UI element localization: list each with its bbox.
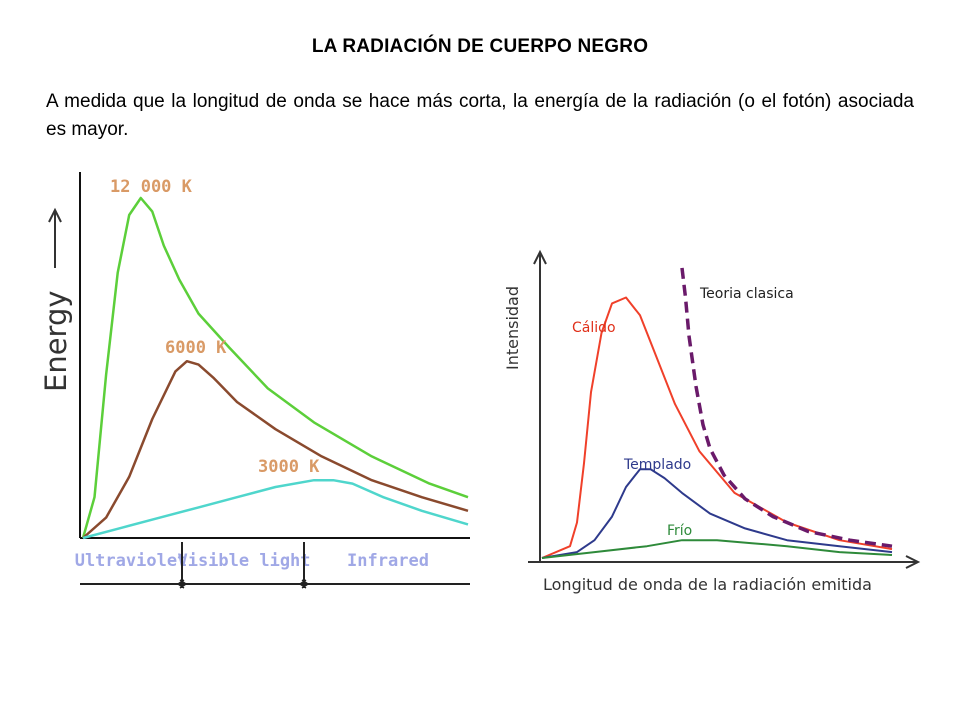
y-axis-arrow bbox=[48, 207, 62, 268]
band-label-0: Ultraviolet bbox=[75, 551, 188, 571]
band-arrowhead-3 bbox=[301, 579, 310, 589]
x-axis-label: Longitud de onda de la radiación emitida bbox=[543, 575, 872, 594]
series-label-1: Templado bbox=[623, 457, 691, 473]
series-line-1 bbox=[541, 468, 893, 559]
series-line-3 bbox=[680, 267, 893, 548]
y-axis-label: Intensidad bbox=[503, 286, 522, 370]
axes bbox=[528, 249, 921, 569]
series-line-1 bbox=[82, 359, 469, 539]
intensity-chart: Intensidad Longitud de onda de la radiac… bbox=[503, 249, 921, 594]
series-label-1: 6000 K bbox=[165, 338, 227, 358]
series-line-0 bbox=[541, 296, 893, 559]
y-axis-label: Energy bbox=[39, 290, 73, 392]
intro-paragraph: A medida que la longitud de onda se hace… bbox=[46, 91, 914, 140]
series-label-2: Frío bbox=[667, 523, 692, 539]
series-line-2 bbox=[541, 539, 893, 559]
series-label-2: 3000 K bbox=[258, 457, 320, 477]
band-label-1: Visible light bbox=[177, 551, 310, 571]
band-arrowhead-1 bbox=[179, 579, 188, 589]
page-title: LA RADIACIÓN DE CUERPO NEGRO bbox=[311, 36, 649, 57]
series-group: 12 000 K 6000 K 3000 K bbox=[81, 177, 469, 540]
band-label-2: Infrared bbox=[347, 551, 429, 571]
series-group: Cálido Templado Frío Teoria clasica bbox=[541, 267, 893, 559]
series-line-2 bbox=[82, 478, 469, 540]
series-label-3: Teoria clasica bbox=[699, 286, 794, 302]
series-label-0: Cálido bbox=[572, 320, 616, 336]
series-line-0 bbox=[81, 196, 469, 539]
series-label-0: 12 000 K bbox=[110, 177, 193, 197]
